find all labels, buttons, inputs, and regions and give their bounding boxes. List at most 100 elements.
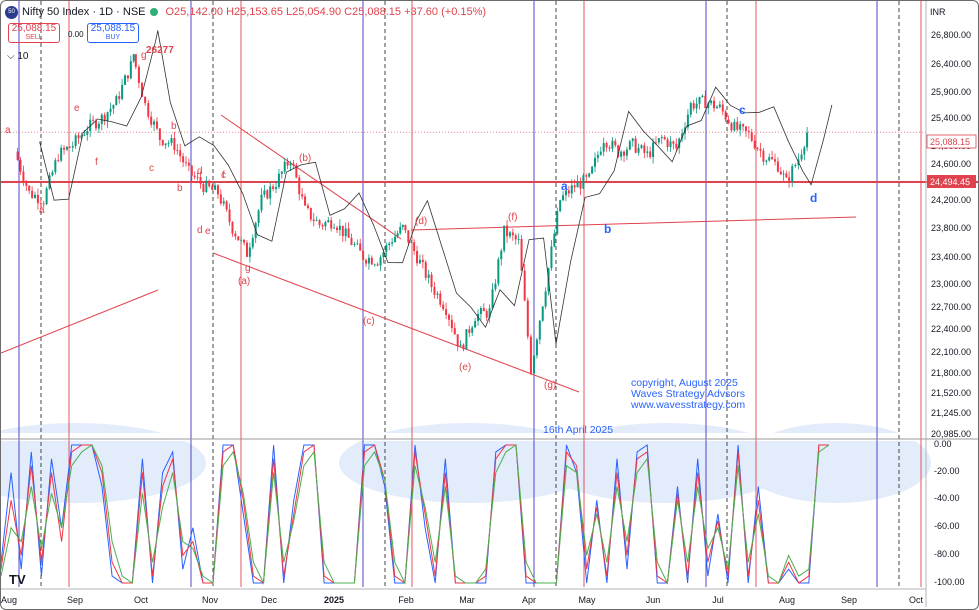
wave-label: d [197, 225, 203, 236]
time-tick: Oct [134, 595, 149, 605]
candle-body [511, 232, 514, 236]
candle-body [60, 147, 63, 161]
candle-body [202, 183, 205, 192]
candle-body [556, 211, 559, 234]
candle-body [718, 104, 721, 107]
buy-button[interactable]: 25,088.15 BUY [87, 23, 139, 43]
price-tick: 21,520.00 [931, 388, 971, 398]
candle-body [654, 142, 657, 144]
candle-body [196, 176, 199, 178]
chart-header: 50 Nifty 50 Index · 1D · NSE O25,142.00 … [5, 4, 486, 20]
wave-label: f [222, 170, 225, 181]
candle-body [582, 175, 585, 189]
candle-body [161, 140, 164, 146]
candle-body [286, 161, 289, 166]
candle-body [193, 175, 196, 177]
candle-body [553, 233, 556, 247]
candle-body [147, 103, 150, 117]
candle-body [283, 161, 286, 172]
candle-body [94, 120, 97, 129]
candle-body [535, 339, 538, 356]
wave-label: a [5, 125, 11, 136]
candle-body [219, 194, 222, 204]
candle-body [791, 166, 794, 182]
candle-body [678, 138, 681, 149]
wave-label: e [74, 103, 80, 114]
candle-body [692, 103, 695, 109]
candle-body [134, 54, 137, 67]
osc-tick: -40.00 [934, 493, 960, 503]
candle-body [245, 242, 248, 257]
price-tick: 21,800.00 [931, 368, 971, 378]
candle-body [42, 203, 45, 205]
wave-label: d [810, 191, 817, 205]
cycle-arcs [1, 423, 978, 503]
candle-body [396, 233, 399, 237]
market-status-icon [149, 8, 158, 16]
candle-body [468, 329, 471, 333]
wave-label: c [221, 170, 226, 181]
candle-body [596, 154, 599, 158]
candle-body [338, 225, 341, 231]
candle-body [373, 264, 376, 266]
candle-body [80, 135, 83, 139]
candle-body [382, 252, 385, 258]
sell-button[interactable]: 25,088.15 SELL [8, 23, 60, 43]
time-tick: Feb [398, 595, 414, 605]
candle-body [341, 225, 344, 237]
price-tick: 22,400.00 [931, 324, 971, 334]
wave-label: b [171, 121, 177, 132]
candle-body [593, 157, 596, 167]
candle-body [608, 147, 611, 149]
candle-body [330, 220, 333, 229]
candle-body [34, 194, 37, 198]
copyright-line: copyright, August 2025 [631, 377, 738, 389]
candle-body [275, 187, 278, 189]
candle-body [132, 54, 135, 62]
candle-body [234, 233, 237, 237]
candle-body [788, 177, 791, 182]
candle-body [292, 163, 295, 166]
candle-body [83, 134, 86, 136]
candle-body [424, 262, 427, 278]
candle-body [306, 205, 309, 208]
candle-body [158, 128, 161, 141]
candle-body [71, 146, 74, 148]
candle-body [63, 147, 66, 150]
candle-body [646, 151, 649, 153]
candle-body [318, 220, 321, 226]
candle-body [747, 131, 750, 133]
candle-body [356, 243, 359, 245]
wave-label: c [149, 163, 154, 174]
candle-body [611, 140, 614, 149]
candle-body [482, 308, 485, 312]
symbol-title[interactable]: Nifty 50 Index · 1D · NSE [22, 6, 146, 18]
last-price-label: 25,088.15 [930, 137, 970, 147]
cycle-arc [541, 423, 791, 503]
candle-body [211, 186, 214, 190]
overlay-line [39, 30, 833, 344]
candle-body [295, 165, 298, 178]
trend-line [220, 114, 402, 240]
candle-body [689, 103, 692, 115]
candle-body [588, 173, 591, 177]
candle-body [652, 142, 655, 158]
support-tag [927, 175, 976, 188]
candle-body [623, 151, 626, 156]
candle-body [459, 344, 462, 347]
time-tick: Aug [1, 595, 17, 605]
volume-toggle[interactable]: ⌵ 10 [7, 51, 29, 62]
candle-body [103, 114, 106, 122]
candle-body [190, 165, 193, 176]
wave-label: g [245, 263, 251, 274]
candle-body [353, 244, 356, 245]
candle-body [628, 141, 631, 150]
candle-body [625, 149, 628, 156]
candle-body [436, 293, 439, 295]
time-tick: May [578, 595, 596, 605]
candle-body [456, 334, 459, 347]
candle-body [585, 175, 588, 177]
candle-body [768, 157, 771, 161]
last-price-tag [926, 134, 977, 149]
